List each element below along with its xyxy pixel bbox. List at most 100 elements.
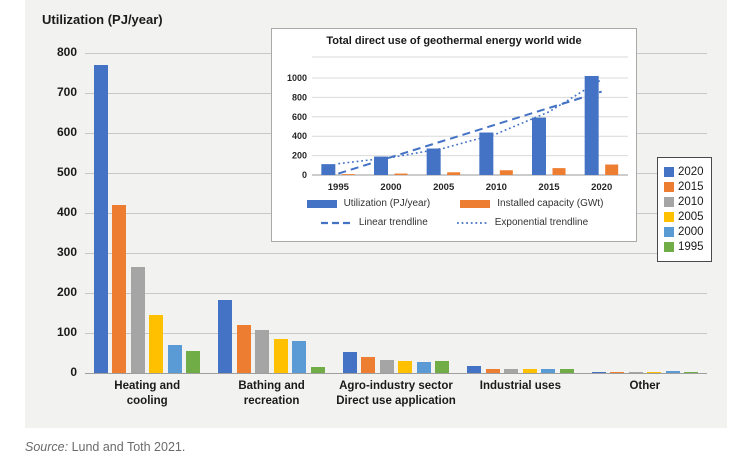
- inset-legend-label: Exponential trendline: [494, 217, 589, 228]
- y-tick-label: 500: [56, 165, 77, 179]
- bar-2000: [167, 345, 182, 373]
- bar-2010: [255, 329, 270, 373]
- category-label: Agro-industry sector Direct use applicat…: [336, 380, 456, 407]
- svg-text:2015: 2015: [538, 182, 560, 193]
- category-label: Other: [629, 380, 661, 392]
- legend-swatch: [664, 212, 674, 222]
- legend-label: 2010: [678, 196, 704, 208]
- legend-label: 2020: [678, 166, 704, 178]
- bar-2015: [112, 205, 127, 373]
- y-tick-label: 700: [56, 85, 77, 99]
- svg-text:2005: 2005: [433, 182, 455, 193]
- bar-2005: [273, 339, 288, 373]
- bar-2005: [398, 360, 413, 373]
- bar-1995: [684, 372, 699, 373]
- y-tick-label: 300: [56, 245, 77, 259]
- svg-text:200: 200: [292, 151, 307, 161]
- svg-text:0: 0: [302, 170, 307, 180]
- bar-1995: [559, 368, 574, 373]
- bar-2010: [379, 359, 394, 373]
- svg-text:1995: 1995: [328, 182, 350, 193]
- bar-2000: [416, 361, 431, 373]
- inset-legend-swatch: [306, 199, 337, 208]
- y-tick-label: 100: [56, 325, 77, 339]
- svg-text:2010: 2010: [486, 182, 507, 193]
- source-label: Source:: [25, 440, 69, 454]
- bar-2010: [130, 267, 145, 373]
- gridline: [85, 372, 707, 374]
- inset-legend-item-linear-trendline: Linear trendline: [320, 217, 428, 228]
- svg-text:2000: 2000: [380, 182, 401, 193]
- inset-legend-row-trendlines: Linear trendline Exponential trendline: [320, 217, 588, 228]
- gridline: [85, 292, 707, 294]
- source-caption: Source: Lund and Toth 2021.: [25, 440, 185, 454]
- legend-item-1995: 1995: [664, 241, 704, 253]
- inset-chart-title: Total direct use of geothermal energy wo…: [326, 35, 582, 47]
- chart-panel: Utilization (PJ/year) 0 100 200 300 400 500 60…: [25, 0, 727, 428]
- gridline: [85, 332, 707, 334]
- y-tick-label: 200: [56, 285, 77, 299]
- inset-legend-row-series: Utilization (PJ/year) Installed capacity …: [305, 198, 603, 209]
- svg-text:800: 800: [292, 92, 307, 102]
- y-tick-label: 600: [56, 125, 77, 139]
- bar-2015: [485, 369, 500, 373]
- bar-2015: [236, 325, 251, 373]
- main-y-axis: 0 100 200 300 400 500 600 700 800: [25, 0, 77, 428]
- bar-2005: [149, 315, 164, 373]
- legend-item-2020: 2020: [664, 166, 704, 178]
- legend-item-2005: 2005: [664, 211, 704, 223]
- inset-legend-swatch: [460, 199, 491, 208]
- y-tick-label: 0: [70, 365, 77, 379]
- bar-2010: [628, 372, 643, 373]
- gridline: [85, 252, 707, 254]
- legend-swatch: [664, 242, 674, 252]
- bar-2015: [361, 357, 376, 373]
- bar-2000: [541, 369, 556, 373]
- inset-legend-label: Linear trendline: [358, 217, 428, 228]
- main-legend: 2020 2015 2010 2005 2000 1995: [657, 157, 712, 262]
- inset-legend-swatch: [456, 221, 489, 224]
- bar-2015: [610, 372, 625, 373]
- inset-legend-label: Installed capacity (GWt): [497, 198, 604, 209]
- legend-item-2015: 2015: [664, 181, 704, 193]
- legend-label: 2000: [678, 226, 704, 238]
- y-tick-label: 400: [56, 205, 77, 219]
- bar-2010: [504, 369, 519, 373]
- svg-text:2020: 2020: [591, 182, 612, 193]
- bar-1995: [186, 351, 201, 373]
- bar-2020: [93, 65, 108, 373]
- legend-label: 2015: [678, 181, 704, 193]
- bar-2000: [292, 340, 307, 373]
- category-label: Bathing and recreation: [238, 380, 305, 407]
- svg-text:400: 400: [292, 131, 307, 141]
- inset-plot-area: 0 200 400 600 800 1000 1995 2000 2005 2010 2015 202…: [287, 56, 628, 193]
- legend-label: 2005: [678, 211, 704, 223]
- legend-label: 1995: [678, 241, 704, 253]
- category-label: Heating and cooling: [114, 380, 181, 407]
- legend-item-2010: 2010: [664, 196, 704, 208]
- inset-legend: Utilization (PJ/year) Installed capacity …: [272, 198, 636, 228]
- bar-2020: [591, 371, 606, 373]
- bar-2005: [647, 371, 662, 373]
- source-text: Lund and Toth 2021.: [71, 440, 186, 454]
- inset-legend-item-utilization: Utilization (PJ/year): [305, 198, 431, 209]
- svg-text:1000: 1000: [287, 73, 307, 83]
- bar-2000: [665, 371, 680, 373]
- legend-swatch: [664, 227, 674, 237]
- inset-legend-swatch: [320, 221, 353, 224]
- bar-1995: [435, 361, 450, 373]
- inset-legend-item-capacity: Installed capacity (GWt): [458, 198, 603, 209]
- inset-legend-item-exponential-trendline: Exponential trendline: [456, 217, 588, 228]
- legend-swatch: [664, 182, 674, 192]
- legend-item-2000: 2000: [664, 226, 704, 238]
- inset-legend-label: Utilization (PJ/year): [343, 198, 431, 209]
- inset-chart-panel: Total direct use of geothermal energy wo…: [271, 28, 637, 242]
- legend-swatch: [664, 167, 674, 177]
- legend-swatch: [664, 197, 674, 207]
- bar-2020: [218, 299, 233, 373]
- bar-1995: [310, 367, 325, 373]
- svg-text:600: 600: [292, 112, 307, 122]
- bar-2020: [342, 352, 357, 373]
- bar-2020: [467, 366, 482, 373]
- main-chart-title: Utilization (PJ/year): [42, 12, 163, 27]
